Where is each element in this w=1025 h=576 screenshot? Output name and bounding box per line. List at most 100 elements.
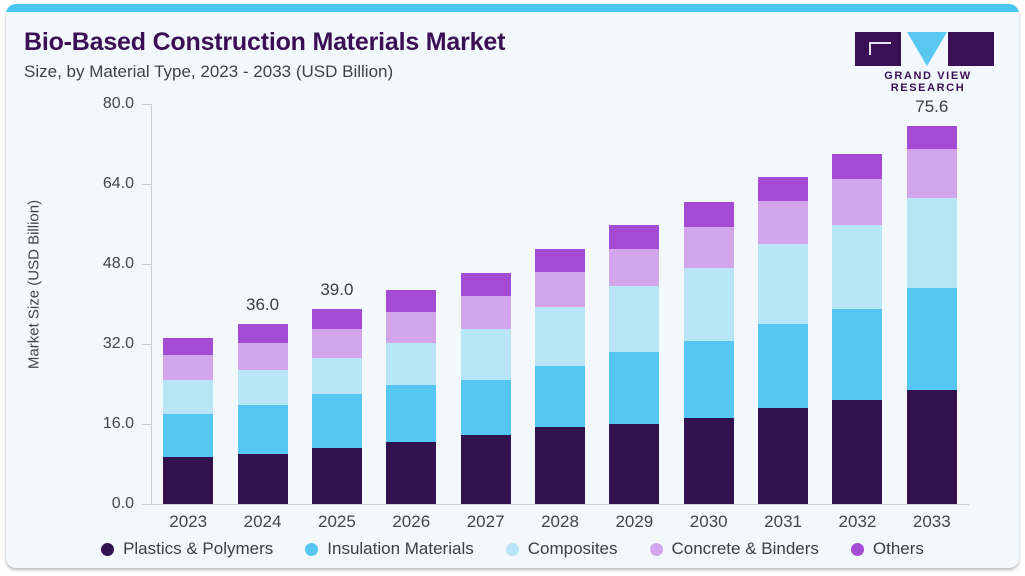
bar-segment[interactable] bbox=[460, 380, 511, 435]
bar-segment[interactable] bbox=[534, 272, 585, 307]
gvr-g-glyph-icon bbox=[869, 42, 891, 55]
bar-segment[interactable] bbox=[163, 414, 214, 457]
stacked-bar[interactable] bbox=[683, 202, 734, 504]
bar-segment[interactable] bbox=[832, 309, 883, 400]
bar-segment[interactable] bbox=[386, 384, 437, 442]
bar-group[interactable]: 2032 bbox=[820, 90, 894, 531]
bar-segment[interactable] bbox=[683, 267, 734, 341]
x-axis-tick-label: 2032 bbox=[838, 512, 877, 531]
bar-segment[interactable] bbox=[906, 198, 957, 288]
bar-segment[interactable] bbox=[163, 379, 214, 414]
bar-group[interactable]: 75.6 2033 bbox=[895, 90, 969, 531]
bar-segment[interactable] bbox=[237, 404, 288, 454]
bar-segment[interactable] bbox=[534, 427, 585, 504]
bar-segment[interactable] bbox=[906, 287, 957, 390]
bar-segment[interactable] bbox=[906, 148, 957, 198]
y-axis-tick-mark bbox=[142, 344, 151, 345]
stacked-bar[interactable] bbox=[386, 290, 437, 504]
bar-segment[interactable] bbox=[460, 329, 511, 380]
stacked-bar[interactable] bbox=[609, 224, 660, 504]
bar-segment[interactable] bbox=[832, 154, 883, 179]
bar-segment[interactable] bbox=[906, 390, 957, 504]
plot-area: Market Size (USD Billion) 0.0 16.0 32.0 48.… bbox=[6, 90, 1019, 531]
bar-segment[interactable] bbox=[832, 400, 883, 504]
bar-segment[interactable] bbox=[311, 329, 362, 358]
bar-segment[interactable] bbox=[237, 454, 288, 504]
bar-segment[interactable] bbox=[906, 126, 957, 149]
bar-segment[interactable] bbox=[237, 324, 288, 343]
bar-segment[interactable] bbox=[311, 309, 362, 329]
legend-item[interactable]: Plastics & Polymers bbox=[101, 539, 273, 559]
stacked-bar[interactable] bbox=[311, 309, 362, 504]
bar-segment[interactable] bbox=[386, 343, 437, 385]
bar-segment[interactable] bbox=[683, 202, 734, 227]
x-axis-tick-label: 2030 bbox=[689, 512, 728, 531]
bar-segment[interactable] bbox=[386, 311, 437, 343]
bar-value-label: 75.6 bbox=[915, 97, 949, 116]
bar-segment[interactable] bbox=[311, 448, 362, 504]
bar-group[interactable]: 2029 bbox=[597, 90, 671, 531]
legend-item[interactable]: Composites bbox=[505, 539, 618, 559]
bar-segment[interactable] bbox=[832, 178, 883, 225]
bar-segment[interactable] bbox=[609, 423, 660, 504]
bar-segment[interactable] bbox=[609, 286, 660, 352]
bar-segment[interactable] bbox=[460, 273, 511, 296]
legend-label: Composites bbox=[527, 539, 618, 558]
y-axis-tick-mark bbox=[142, 104, 151, 105]
stacked-bar[interactable] bbox=[832, 154, 883, 504]
bar-segment[interactable] bbox=[163, 355, 214, 380]
bar-group[interactable]: 2023 bbox=[151, 90, 225, 531]
stacked-bar[interactable] bbox=[906, 126, 957, 504]
bar-group[interactable]: 2028 bbox=[523, 90, 597, 531]
bar-segment[interactable] bbox=[758, 324, 809, 408]
y-axis-tick-label: 0.0 bbox=[111, 495, 134, 512]
legend-item[interactable]: Concrete & Binders bbox=[649, 539, 819, 559]
legend-item[interactable]: Insulation Materials bbox=[305, 539, 474, 559]
bar-group[interactable]: 2030 bbox=[672, 90, 746, 531]
bar-group[interactable]: 2027 bbox=[448, 90, 522, 531]
bar-segment[interactable] bbox=[758, 200, 809, 244]
stacked-bar[interactable] bbox=[758, 177, 809, 504]
bar-segment[interactable] bbox=[683, 417, 734, 504]
logo-marks bbox=[847, 32, 1003, 66]
x-axis-line bbox=[151, 504, 969, 505]
stacked-bar[interactable] bbox=[163, 337, 214, 504]
bar-segment[interactable] bbox=[163, 337, 214, 355]
stacked-bar[interactable] bbox=[237, 324, 288, 504]
bar-segment[interactable] bbox=[609, 224, 660, 249]
page-subtitle: Size, by Material Type, 2023 - 2033 (USD… bbox=[24, 62, 394, 81]
bar-segment[interactable] bbox=[609, 351, 660, 424]
legend-swatch-icon bbox=[101, 542, 115, 556]
bar-segment[interactable] bbox=[758, 408, 809, 504]
bar-segment[interactable] bbox=[758, 177, 809, 201]
bar-segment[interactable] bbox=[311, 357, 362, 394]
legend-swatch-icon bbox=[305, 542, 319, 556]
bar-segment[interactable] bbox=[237, 343, 288, 370]
bar-group[interactable]: 36.0 2024 bbox=[225, 90, 299, 531]
bar-segment[interactable] bbox=[311, 393, 362, 448]
bar-group[interactable]: 2026 bbox=[374, 90, 448, 531]
stacked-bar[interactable] bbox=[460, 273, 511, 504]
stacked-bar[interactable] bbox=[534, 249, 585, 504]
y-axis-tick-mark bbox=[142, 184, 151, 185]
bar-segment[interactable] bbox=[163, 456, 214, 504]
bar-segment[interactable] bbox=[237, 369, 288, 405]
bar-segment[interactable] bbox=[534, 307, 585, 366]
y-axis-tick-label: 16.0 bbox=[102, 415, 134, 432]
bar-segment[interactable] bbox=[386, 441, 437, 504]
legend-swatch-icon bbox=[505, 542, 519, 556]
bar-segment[interactable] bbox=[534, 249, 585, 272]
bar-group[interactable]: 39.0 2025 bbox=[300, 90, 374, 531]
legend-item[interactable]: Others bbox=[850, 539, 924, 559]
bar-segment[interactable] bbox=[609, 249, 660, 286]
bar-segment[interactable] bbox=[683, 340, 734, 418]
bar-segment[interactable] bbox=[460, 435, 511, 504]
bar-group[interactable]: 2031 bbox=[746, 90, 820, 531]
bar-segment[interactable] bbox=[832, 225, 883, 309]
gvr-g-block-icon bbox=[855, 32, 901, 66]
bar-segment[interactable] bbox=[460, 295, 511, 329]
bar-segment[interactable] bbox=[534, 365, 585, 427]
bar-segment[interactable] bbox=[758, 244, 809, 324]
bar-segment[interactable] bbox=[683, 227, 734, 268]
bar-segment[interactable] bbox=[386, 290, 437, 312]
